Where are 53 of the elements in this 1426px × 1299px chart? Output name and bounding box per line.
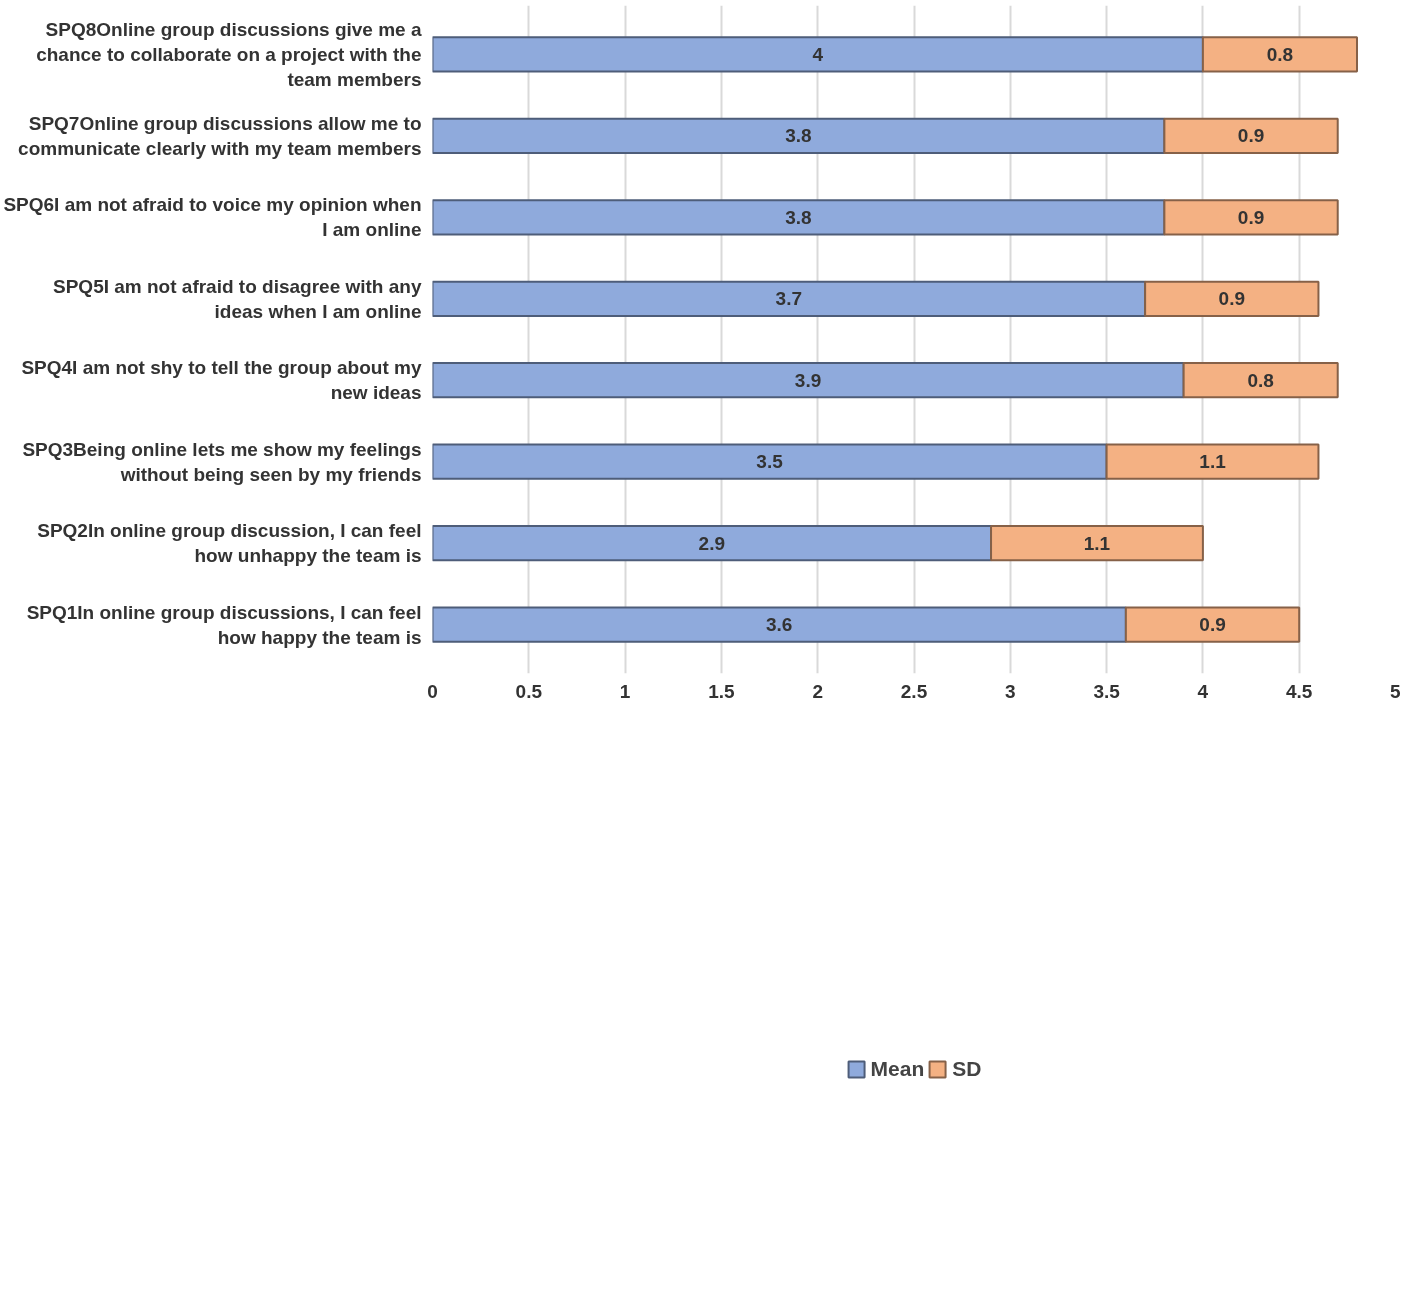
y-tick-label: SPQ2In online group discussion, I can feel how unhappy the team is (37, 520, 422, 567)
data-label: 0.8 (1247, 369, 1274, 391)
y-tick-label: SPQ3Being online lets me show my feelings without being seen by my friends (22, 438, 422, 485)
bar (1144, 280, 1320, 317)
x-tick-label: 0 (427, 680, 438, 702)
data-label: 0.8 (1266, 43, 1294, 65)
x-tick-label: 0.5 (515, 680, 543, 702)
bar (432, 362, 1185, 399)
bar (1163, 117, 1339, 154)
legend-label: Mean (870, 1057, 925, 1081)
bar (432, 117, 1166, 154)
y-tick-label: SPQ7Online group discussions allow me to communicate clearly with my team members (18, 112, 422, 159)
bar (432, 443, 1108, 480)
x-tick-label: 5 (1389, 680, 1401, 702)
data-label: 3.8 (785, 206, 812, 228)
bar (1163, 199, 1339, 236)
bar (432, 199, 1166, 236)
bar (1124, 606, 1301, 643)
legend-label: SD (952, 1057, 982, 1081)
x-tick-label: 4 (1197, 680, 1209, 702)
data-label: 1.1 (1083, 532, 1111, 554)
bar (432, 525, 993, 562)
y-tick-label: SPQ4I am not shy to tell the group about my new ideas (21, 357, 422, 404)
data-label: 3.5 (756, 451, 784, 473)
x-tick-label: 2 (812, 680, 823, 702)
y-tick-label: SPQ1In online group discussions, I can feel how happy the team is (26, 601, 422, 648)
data-label: 2.9 (698, 532, 725, 554)
y-tick-label: SPQ8Online group discussions give me a chance to collaborate on a project with the team members (36, 18, 422, 91)
bar (432, 606, 1127, 643)
x-tick-label: 1.5 (708, 680, 736, 702)
bar (1182, 362, 1339, 399)
data-label: 0.9 (1237, 125, 1265, 147)
y-tick-label: SPQ6I am not afraid to voice my opinion when I am online (3, 194, 422, 241)
x-tick-label: 2.5 (900, 680, 928, 702)
x-tick-label: 3 (1005, 680, 1016, 702)
x-tick-label: 4.5 (1285, 680, 1313, 702)
bar (432, 36, 1204, 73)
data-label: 3.8 (785, 125, 812, 147)
data-label: 0.9 (1218, 288, 1246, 310)
data-label: 0.9 (1237, 206, 1265, 228)
data-label: 3.7 (775, 288, 803, 310)
bar (1105, 443, 1320, 480)
y-tick-label: SPQ5I am not afraid to disagree with any ideas when I am online (53, 275, 422, 322)
data-label: 1.1 (1199, 451, 1227, 473)
bar (990, 525, 1204, 562)
data-label: 3.6 (765, 614, 793, 636)
data-label: 3.9 (794, 369, 822, 391)
x-tick-label: 1 (619, 680, 631, 702)
data-label: 0.9 (1199, 614, 1226, 636)
bar (432, 280, 1147, 317)
x-tick-label: 3.5 (1093, 680, 1121, 702)
bar (1201, 36, 1358, 73)
data-label: 4 (812, 43, 824, 65)
